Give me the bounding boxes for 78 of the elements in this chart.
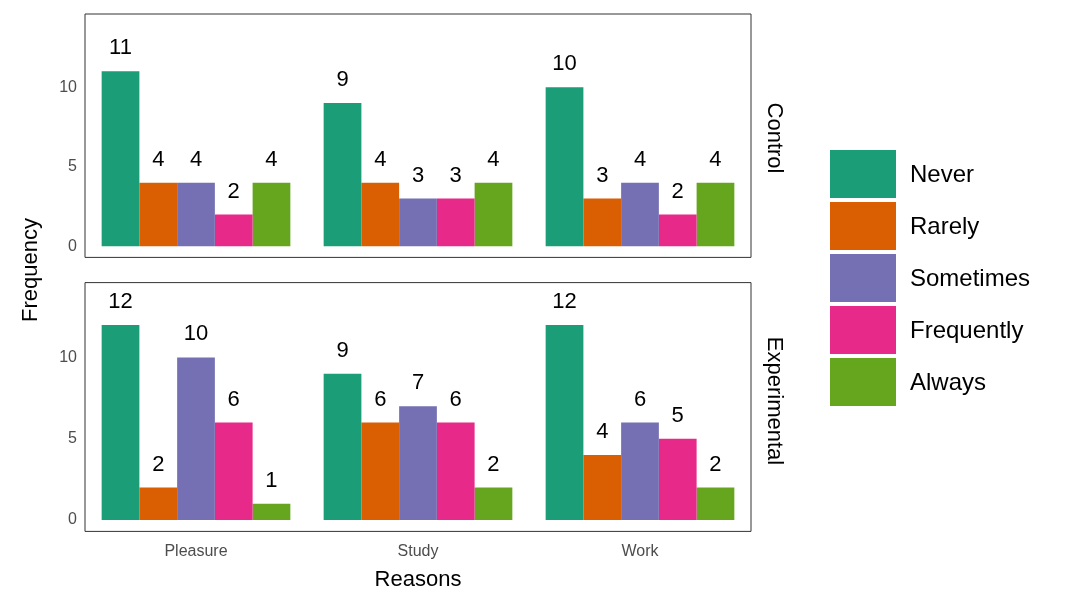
data-label: 4: [189, 145, 203, 171]
data-label: 4: [152, 145, 165, 171]
bar: [436, 198, 475, 247]
bar: [139, 182, 178, 247]
data-label: 3: [596, 161, 609, 187]
bar: [583, 454, 622, 521]
data-label: 7: [411, 369, 425, 395]
bar: [101, 71, 140, 247]
data-label: 10: [552, 50, 577, 76]
bar: [621, 182, 659, 247]
x-tick-label: Work: [621, 542, 660, 560]
data-label: 4: [487, 145, 500, 171]
bar: [177, 182, 215, 247]
bar: [545, 324, 584, 521]
y-tick-label: 10: [59, 347, 78, 365]
bar: [323, 373, 362, 521]
bar: [361, 422, 400, 521]
data-label: 2: [671, 177, 684, 203]
bar: [214, 422, 253, 521]
bar: [252, 182, 291, 247]
bar: [139, 487, 178, 521]
bar: [658, 214, 697, 247]
bar: [177, 357, 215, 521]
data-label: 4: [374, 145, 387, 171]
y-tick-label: 10: [59, 77, 78, 95]
bar: [583, 198, 622, 247]
data-label: 6: [374, 385, 387, 411]
legend-label: Never: [910, 160, 975, 188]
data-label: 9: [336, 336, 349, 362]
text: Experimental: [762, 336, 788, 466]
data-label: 2: [487, 450, 500, 476]
data-label: 9: [336, 66, 349, 92]
bar: [323, 103, 362, 247]
data-label: 1: [265, 466, 278, 492]
bar: [474, 487, 513, 521]
data-label: 12: [552, 287, 577, 313]
data-label: 4: [709, 145, 722, 171]
bar: [545, 87, 584, 247]
bar: [101, 324, 140, 521]
data-label: 4: [633, 145, 647, 171]
bar: [399, 406, 437, 521]
y-tick-label: 5: [68, 429, 78, 447]
data-label: 4: [596, 418, 609, 444]
data-label: 6: [633, 385, 647, 411]
data-label: 5: [671, 401, 684, 427]
data-label: 11: [109, 34, 132, 60]
y-axis-title: Frequency: [17, 218, 43, 322]
data-label: 12: [108, 287, 133, 313]
x-tick-label: Study: [397, 542, 439, 560]
bar: [696, 487, 735, 521]
legend-label: Sometimes: [910, 264, 1031, 292]
legend-label: Always: [910, 368, 987, 396]
bar: [621, 422, 659, 521]
bar: [696, 182, 735, 247]
y-tick-label: 0: [68, 510, 78, 528]
data-label: 10: [183, 320, 209, 346]
bar: [474, 182, 513, 247]
bar: [399, 198, 437, 247]
data-label: 3: [449, 161, 462, 187]
data-label: 2: [709, 450, 722, 476]
legend-label: Frequently: [910, 316, 1024, 344]
data-label: 4: [265, 145, 278, 171]
y-tick-label: 0: [68, 236, 78, 254]
data-label: 2: [152, 450, 165, 476]
text: Control: [762, 102, 788, 174]
legend-label: Rarely: [910, 212, 980, 240]
x-axis-title: Reasons: [374, 565, 462, 591]
data-label: 6: [227, 385, 240, 411]
bar: [658, 438, 697, 521]
data-label: 3: [411, 161, 425, 187]
bar: [214, 214, 253, 247]
bar: [252, 503, 291, 521]
bar: [436, 422, 475, 521]
bar: [361, 182, 400, 247]
data-label: 2: [227, 177, 240, 203]
data-label: 6: [449, 385, 462, 411]
y-tick-label: 5: [68, 157, 78, 175]
x-tick-label: Pleasure: [164, 542, 228, 560]
